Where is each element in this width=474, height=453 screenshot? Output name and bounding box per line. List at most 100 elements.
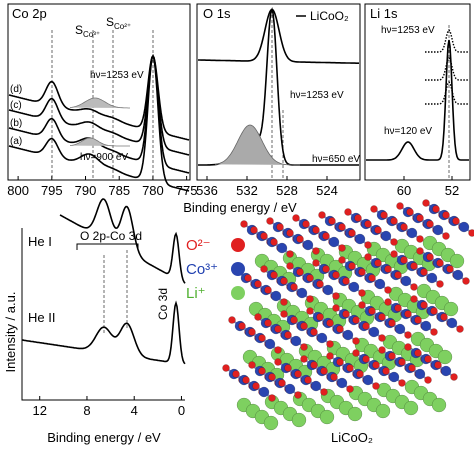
atom — [290, 283, 298, 291]
atom — [263, 415, 279, 431]
atom — [316, 280, 324, 288]
trace-label: (a) — [10, 136, 22, 147]
atom — [394, 271, 402, 279]
atom — [306, 307, 314, 315]
atom — [270, 238, 278, 246]
atom — [280, 277, 288, 285]
atom — [394, 304, 402, 312]
atom — [296, 287, 308, 299]
x-tick-label: 532 — [236, 183, 258, 198]
legend-swatch — [231, 286, 245, 300]
atom — [430, 307, 438, 315]
x-tick-label: 8 — [83, 403, 90, 418]
atom — [326, 319, 334, 327]
atom — [440, 313, 448, 321]
atom — [274, 325, 282, 333]
atom — [364, 241, 372, 249]
legend-label: Li⁺ — [186, 285, 206, 302]
spectrum — [425, 80, 469, 105]
x-tick-label: 0 — [178, 403, 185, 418]
atom — [372, 361, 380, 369]
atom — [390, 217, 398, 225]
atom — [384, 265, 392, 273]
panel-frame — [7, 3, 191, 181]
trace-label: (b) — [10, 118, 22, 129]
atom — [434, 361, 442, 369]
atom — [346, 364, 354, 372]
atom — [264, 286, 272, 294]
atom — [452, 217, 460, 225]
atom — [284, 383, 296, 395]
atom — [290, 335, 302, 347]
atom — [336, 377, 348, 389]
atom — [394, 323, 406, 335]
atom — [400, 275, 412, 287]
atom — [388, 371, 400, 383]
atom — [250, 226, 258, 234]
atom — [296, 268, 304, 276]
panel-title: Co 2p — [12, 6, 47, 21]
atom — [424, 376, 432, 384]
atom — [342, 329, 354, 341]
atom — [232, 370, 240, 378]
trace-label: (d) — [10, 84, 22, 95]
atom — [258, 367, 266, 375]
atom — [446, 317, 458, 329]
atom — [332, 292, 340, 300]
band-label: O 2p-Co 3d — [80, 229, 142, 243]
atom — [278, 379, 286, 387]
atom — [368, 274, 376, 282]
atom — [432, 224, 444, 236]
atom — [416, 247, 424, 255]
atom — [368, 307, 376, 315]
spectrum — [198, 8, 359, 64]
atom — [432, 205, 440, 213]
atom — [358, 289, 366, 297]
atom — [302, 220, 310, 228]
atom — [300, 322, 308, 330]
atom — [310, 361, 318, 369]
atom — [362, 322, 370, 330]
atom — [304, 376, 312, 384]
spectra — [8, 7, 469, 365]
atom — [330, 373, 338, 381]
atom — [364, 220, 372, 228]
atom — [420, 320, 432, 332]
atom — [338, 223, 346, 231]
atom — [316, 313, 324, 321]
atom — [374, 226, 382, 234]
atom — [403, 400, 419, 416]
atom — [358, 268, 366, 276]
atom — [368, 326, 380, 338]
atom — [424, 355, 432, 363]
atom — [336, 325, 344, 333]
trace-label: He II — [28, 310, 55, 325]
atom — [290, 316, 298, 324]
panel-title: Li 1s — [370, 6, 398, 21]
x-tick-label: 524 — [316, 183, 338, 198]
atom — [354, 233, 366, 245]
atom — [370, 205, 378, 213]
atom — [318, 211, 326, 219]
atom — [436, 280, 444, 288]
atom — [242, 376, 250, 384]
structure-title: LiCoO₂ — [331, 430, 373, 445]
atom — [362, 355, 370, 363]
atom — [390, 250, 398, 258]
satellite: S — [106, 15, 114, 29]
atom — [398, 358, 406, 366]
atom — [378, 313, 386, 321]
spectrum — [425, 28, 469, 53]
atom — [310, 380, 322, 392]
atom — [258, 334, 266, 342]
atom — [264, 319, 272, 327]
atom — [238, 322, 246, 330]
atom — [248, 328, 256, 336]
atom — [430, 328, 438, 336]
atom — [338, 244, 346, 252]
atom — [400, 223, 408, 231]
atom — [456, 325, 464, 333]
atom — [440, 365, 452, 377]
legend-swatch — [231, 238, 245, 252]
